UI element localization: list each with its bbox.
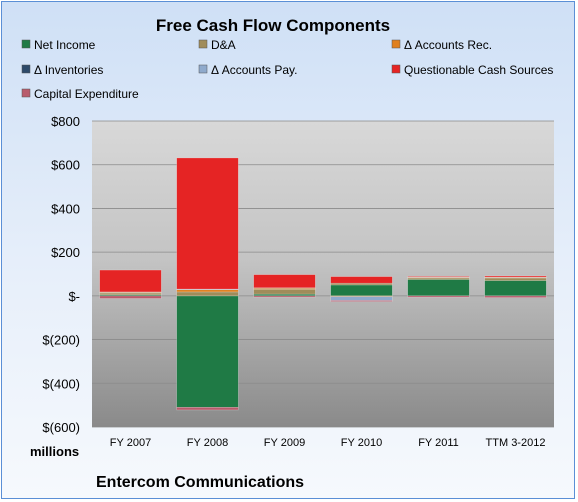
- bar-segment: [253, 295, 316, 298]
- y-tick-label: $400: [51, 201, 80, 216]
- x-axis-ticks: FY 2007 FY 2008 FY 2009 FY 2010 FY 2011 TTM 3…: [110, 437, 546, 449]
- bar-segment: [253, 288, 316, 295]
- y-tick-label: $(200): [42, 333, 80, 348]
- x-tick-label: FY 2007: [110, 437, 151, 449]
- bar-segment: [407, 295, 470, 298]
- bar-segment: [176, 291, 239, 297]
- units-label: millions: [30, 444, 79, 459]
- x-tick-label: TTM 3-2012: [486, 437, 546, 449]
- legend-swatch: [21, 39, 31, 49]
- bar-segment: [99, 292, 162, 296]
- bar-segment: [484, 277, 547, 281]
- y-tick-label: $200: [51, 245, 80, 260]
- y-tick-label: $600: [51, 158, 80, 173]
- x-tick-label: FY 2010: [341, 437, 382, 449]
- bar-segment: [407, 279, 470, 297]
- y-tick-label: $800: [51, 114, 80, 129]
- y-axis-ticks: $800 $600 $400 $200 $- $(200) $(400) $(600): [42, 114, 80, 435]
- bar-segment: [484, 275, 547, 278]
- bar-segment: [484, 295, 547, 298]
- legend-swatch: [21, 88, 31, 98]
- legend-swatch: [198, 39, 208, 49]
- legend: Net Income D&A Δ Accounts Rec. Δ Inventorie…: [21, 38, 553, 101]
- bar-segment: [176, 407, 239, 411]
- plot-area: [92, 121, 554, 427]
- y-tick-label: $(600): [42, 420, 80, 435]
- bar-segment: [330, 300, 393, 302]
- company-label: Entercom Communications: [96, 474, 304, 491]
- legend-label: Capital Expenditure: [34, 87, 139, 101]
- bar-segment: [99, 295, 162, 299]
- bar-segment: [407, 276, 470, 278]
- gridlines: [92, 120, 554, 428]
- legend-swatch: [391, 39, 401, 49]
- legend-label: Δ Accounts Pay.: [211, 63, 298, 77]
- legend-label: Δ Accounts Rec.: [404, 38, 492, 52]
- y-tick-label: $(400): [42, 376, 80, 391]
- x-tick-label: FY 2008: [187, 437, 228, 449]
- bar-segment: [330, 296, 393, 301]
- bar-segment: [330, 284, 393, 297]
- legend-swatch: [21, 64, 31, 74]
- legend-label: Net Income: [34, 38, 96, 52]
- x-tick-label: FY 2009: [264, 437, 305, 449]
- x-tick-label: FY 2011: [418, 437, 459, 449]
- bar-segment: [253, 274, 316, 289]
- chart-title: Free Cash Flow Components: [156, 16, 390, 35]
- bar-segment: [330, 276, 393, 284]
- bar-segment: [484, 280, 547, 297]
- bars: [99, 157, 547, 411]
- bar-segment: [176, 295, 239, 408]
- y-tick-label: $-: [68, 289, 80, 304]
- legend-swatch: [391, 64, 401, 74]
- bar-segment: [176, 157, 239, 290]
- legend-swatch: [198, 64, 208, 74]
- bar-segment: [99, 269, 162, 293]
- legend-label: Δ Inventories: [34, 63, 103, 77]
- legend-label: D&A: [211, 38, 236, 52]
- bar-segment: [176, 289, 239, 293]
- legend-label: Questionable Cash Sources: [404, 63, 553, 77]
